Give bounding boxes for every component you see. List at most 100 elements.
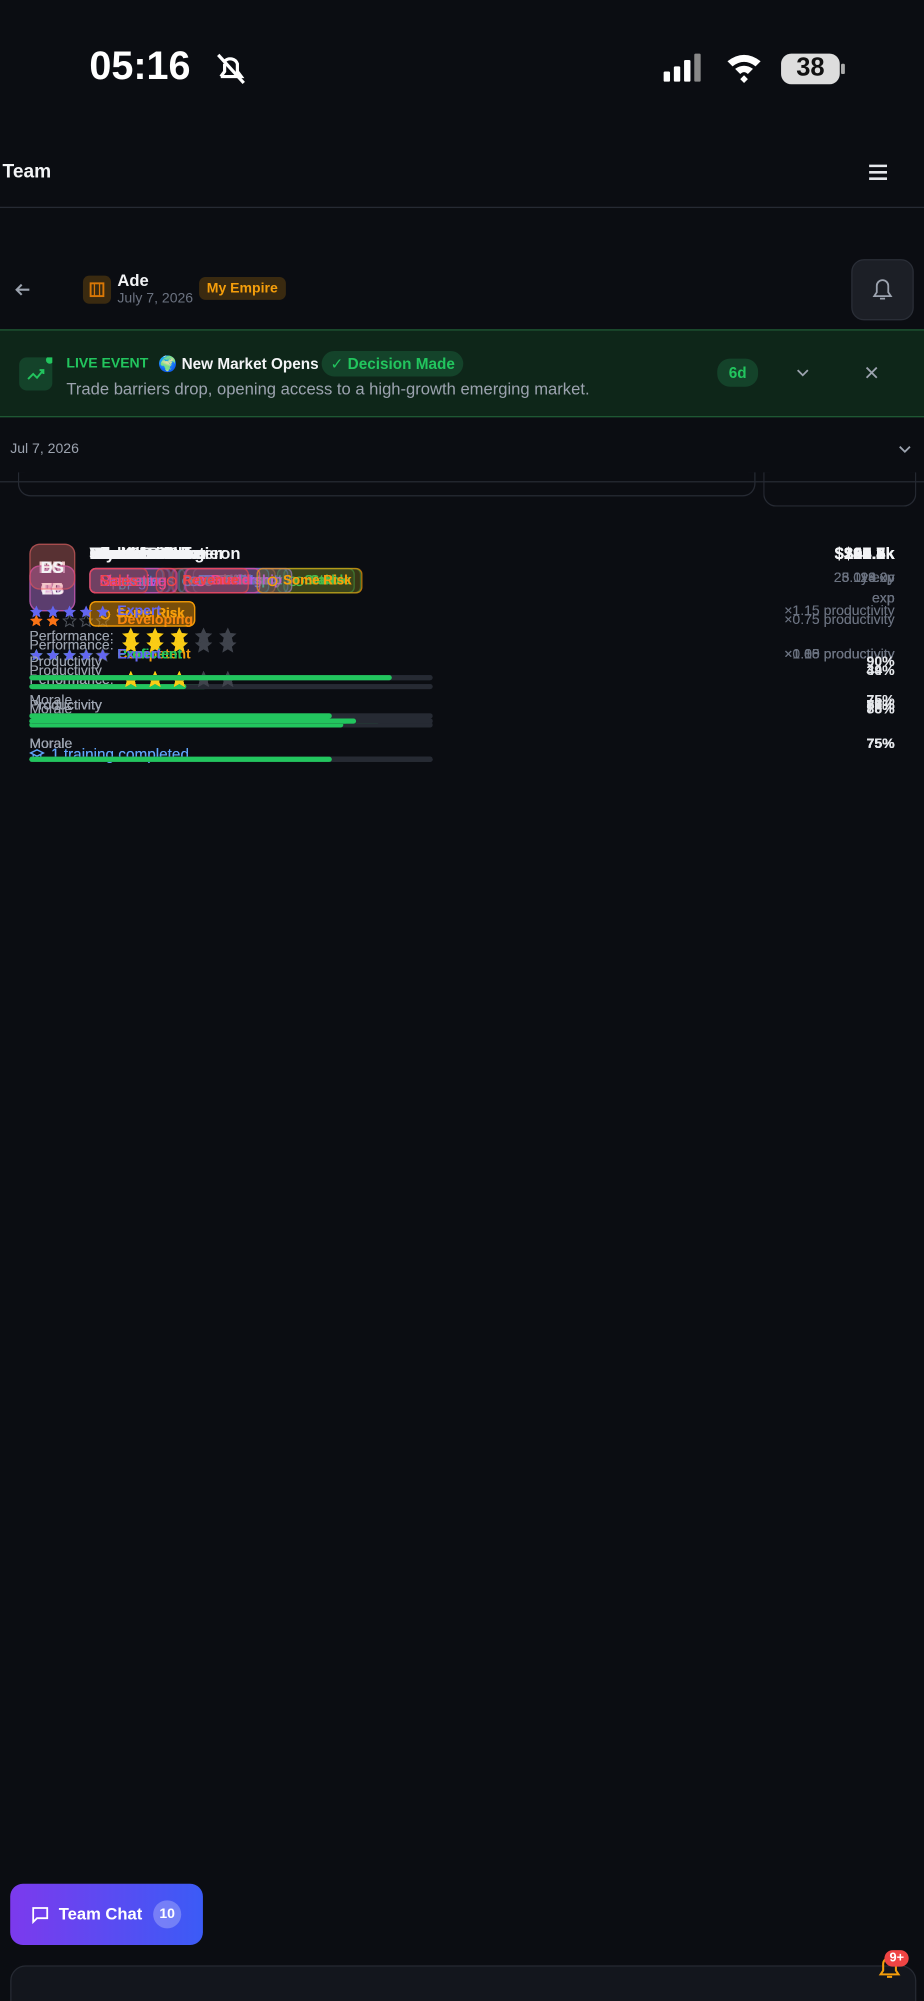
- morale-row: Morale 75%: [29, 693, 894, 708]
- morale-value: 75%: [866, 736, 895, 752]
- employee-name: Manuela Melo: [89, 543, 199, 563]
- stars: [29, 604, 110, 618]
- star: [170, 627, 188, 644]
- footer-panel: [10, 1965, 917, 2001]
- tag-text: R&D Output: [205, 573, 283, 589]
- team-chat-button[interactable]: Team Chat 10: [10, 1883, 203, 1945]
- notification-count: 9+: [884, 1950, 910, 1967]
- salary: $244.4k: [834, 543, 895, 563]
- productivity-track: [29, 684, 433, 690]
- employee-card[interactable]: MM Manuela Melo $46.5k 3.1y exp Support Reten…: [29, 523, 914, 785]
- empire-badge[interactable]: My Empire: [199, 276, 286, 300]
- skill-row: Expert ×1.15 productivity: [29, 647, 895, 662]
- tag-text: Marketing: [99, 571, 167, 590]
- live-event-banner: [0, 329, 924, 418]
- employee-name: Charlotte Bergeron: [89, 543, 241, 563]
- employee-card[interactable]: VP Vihaan Pillai $69.7k 14.0y exp Operations…: [10, 544, 895, 1344]
- productivity-label: Productivity: [29, 698, 102, 714]
- employee-card[interactable]: JP Jackson Pelletier $145.2k 16.0y exp Manag…: [29, 544, 914, 1064]
- tag-text: Marketing: [99, 571, 167, 590]
- employee-card[interactable]: LF Laura Ferreira $95.7k 18.0y exp Marketing…: [10, 544, 895, 1623]
- employee-card[interactable]: IH Isla Harris $136.2k 23.0y exp Engineer R&D…: [10, 544, 895, 1064]
- date-selector[interactable]: Jul 7, 2026: [10, 441, 79, 457]
- performance-row: Performance:: [29, 636, 894, 655]
- tag-text: Leadership: [210, 573, 283, 589]
- productivity-track: [29, 718, 433, 724]
- bell-button[interactable]: [851, 259, 914, 321]
- employee-card[interactable]: DS Diya Sharma $120.8k 25.0y exp Sales Revenu…: [29, 543, 914, 1866]
- star: [96, 605, 110, 617]
- morale-track: [29, 722, 433, 728]
- morale-value: 75%: [866, 736, 895, 752]
- performance-row: Performance:: [29, 627, 894, 646]
- employee-name: Vihaan Pillai: [89, 543, 187, 563]
- event-status: ✓ Decision Made: [321, 350, 464, 377]
- skill-row: Expert ×1.15 productivity: [29, 603, 895, 619]
- salary: $95.7k: [843, 543, 895, 563]
- productivity-row: Productivity 39%: [29, 664, 894, 679]
- tag-text: Finance: [99, 571, 155, 590]
- star: [79, 605, 93, 617]
- experience: 18.0y exp: [860, 570, 895, 607]
- salary: $136.2k: [834, 543, 895, 563]
- date-chevron[interactable]: [897, 442, 912, 457]
- star: [46, 648, 60, 661]
- employee-name: Ethan Gauthier: [89, 543, 209, 563]
- tag: Some Risk: [89, 601, 195, 627]
- tag: Some Risk: [256, 567, 362, 594]
- tag: Sales: [89, 567, 149, 594]
- star: [30, 613, 43, 626]
- skill-level: Expert: [117, 603, 162, 619]
- productivity-value: 87%: [866, 698, 895, 714]
- divider: [0, 206, 924, 209]
- user-date: July 7, 2026: [117, 290, 194, 307]
- tags: Support Retention Stable: [89, 567, 383, 594]
- stars: [29, 648, 110, 662]
- skill-level: Expert: [117, 603, 162, 619]
- morale-row: Morale 75%: [29, 736, 894, 751]
- event-description: Trade barriers drop, opening access to a…: [66, 379, 590, 399]
- multiplier: ×1.00 productivity: [784, 647, 895, 663]
- productivity-value: 39%: [866, 663, 895, 679]
- user-name: Ade: [117, 270, 149, 290]
- morale-row: Morale 75%: [29, 736, 894, 751]
- expand-button[interactable]: [795, 365, 810, 380]
- back-button[interactable]: [14, 281, 32, 299]
- tag: Some Risk: [89, 601, 195, 627]
- experience: 16.0y exp: [860, 570, 895, 607]
- event-remaining: 6d: [717, 358, 759, 387]
- productivity-label: Productivity: [29, 698, 102, 714]
- tag-text: Executive: [99, 571, 166, 590]
- tag-icon: [166, 575, 177, 586]
- productivity-value: 90%: [866, 654, 895, 671]
- close-button[interactable]: [864, 365, 879, 380]
- tag-text: Retention: [197, 573, 260, 589]
- employee-card[interactable]: CB Charlotte Bergeron $244.4k 23.0y exp Exec…: [29, 544, 914, 1344]
- tag: Some Risk: [89, 601, 195, 627]
- star: [122, 636, 140, 653]
- productivity-row: Productivity 90%: [29, 655, 894, 670]
- employee-name: Freddie Clarke: [89, 543, 205, 563]
- morale-row: Morale 75%: [29, 736, 894, 751]
- team-chat-count: 10: [153, 1900, 182, 1929]
- employee-card[interactable]: EG Ethan Gauthier $121.5k 26.0y exp Sales Rev…: [10, 543, 895, 1866]
- star: [146, 627, 164, 644]
- productivity-label: Productivity: [29, 654, 102, 671]
- employee-card[interactable]: FC Freddie Clarke $97.3k 19.0y exp Marketing…: [29, 544, 914, 1623]
- tag-text: Some Risk: [283, 573, 352, 589]
- experience: 3.1y exp: [841, 570, 895, 586]
- tag: Some Risk: [89, 601, 195, 627]
- performance-label: Performance:: [29, 628, 114, 644]
- tag: Retention: [171, 567, 270, 594]
- stars: [121, 636, 237, 655]
- mute-icon: [217, 53, 245, 85]
- morale-row: Morale 75%: [29, 736, 894, 751]
- menu-button[interactable]: [868, 162, 888, 182]
- morale-value: 75%: [866, 736, 895, 752]
- productivity-row: Productivity 87%: [29, 698, 894, 713]
- productivity-label: Productivity: [29, 663, 102, 679]
- tag-text: Support: [99, 571, 154, 590]
- team-chat-label: Team Chat: [58, 1904, 143, 1924]
- experience: 19.0y exp: [860, 570, 895, 607]
